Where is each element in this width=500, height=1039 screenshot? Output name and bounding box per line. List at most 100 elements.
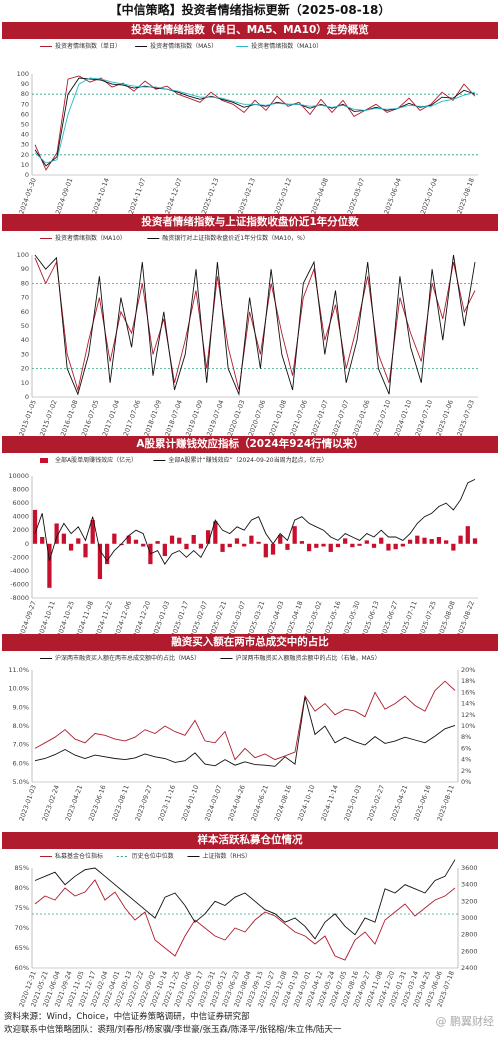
bar	[256, 541, 261, 544]
y-tick-label: 6000	[12, 499, 29, 507]
y-tick-label-right: 12%	[461, 711, 475, 719]
chart-header: 样本活跃私募仓位情况	[2, 832, 498, 849]
x-tick-label: 2024-12-20	[132, 600, 152, 638]
bar	[379, 537, 384, 544]
x-tick-label: 2025-03-21	[246, 600, 266, 638]
legend-label: 沪深两市融资买入额融资余额中的占比（右轴，MA5）	[236, 654, 381, 662]
chart-panel-3: A股累计赚钱效应指标（2024年924行情以来） 全部A股单周赚钱效应（亿元） 全部…	[0, 436, 500, 638]
x-tick-label: 2025-05-02	[303, 600, 323, 638]
y-tick-label: 90	[21, 265, 29, 273]
bar	[32, 509, 38, 544]
y-tick-label: 9.0%	[12, 703, 29, 711]
y-tick-label: 60	[21, 308, 29, 316]
y-tick-label: 10.0%	[8, 685, 29, 693]
y-tick-label: 20	[21, 151, 29, 159]
x-tick-label: 2025-02-21	[208, 600, 228, 638]
bar	[357, 543, 362, 546]
x-tick-label: 2025-06-16	[412, 784, 432, 822]
bar	[415, 535, 420, 544]
x-tick-label: 2025-01-13	[200, 177, 220, 215]
bar	[191, 534, 196, 544]
chart-header: A股累计赚钱效应指标（2024年924行情以来）	[2, 436, 498, 453]
y-tick-label-right: 6%	[461, 744, 471, 752]
x-tick-label: 2025-05-30	[341, 600, 361, 638]
legend-label: 投资者情绪指数（MA10）	[55, 234, 126, 242]
series-line	[34, 696, 456, 767]
y-tick-label: 0	[25, 393, 29, 401]
chart-svg: 沪深两市融资买入额在两市总成交额中的占比（MA5） 沪深两市融资买入额融资余额中的…	[8, 654, 475, 822]
bar	[343, 538, 348, 544]
bar	[141, 543, 146, 547]
bar	[162, 543, 167, 556]
x-tick-label: 2025-05-07	[346, 177, 366, 215]
bar	[234, 538, 240, 544]
y-tick-label: 90	[21, 80, 29, 88]
source-note: 资料来源：Wind，Choice，中信证券策略调研，中信证券研究部	[4, 1012, 250, 1022]
legend-label: 融资银行对上证指数收盘价近1年分位数（MA10，%）	[162, 234, 308, 242]
x-tick-label: 2024-11-22	[94, 600, 114, 638]
bar	[97, 543, 103, 580]
watermark: @ 鹏翼财经	[435, 1015, 495, 1028]
series-line	[34, 77, 476, 164]
series-line	[34, 77, 476, 167]
y-tick-label: 75%	[15, 904, 29, 912]
x-tick-label: 2017-07-06	[122, 399, 142, 437]
bar	[314, 543, 319, 548]
x-tick-label: 2025-06-04	[382, 177, 402, 215]
x-tick-label: 2016-07-05	[80, 399, 100, 437]
bar	[126, 535, 131, 544]
y-tick-label: 80	[21, 90, 29, 98]
y-tick-label-right: 20%	[461, 666, 475, 674]
bar	[407, 539, 413, 544]
bar	[444, 540, 449, 544]
bar	[335, 543, 341, 548]
legend-label: 全部A股单周赚钱效应（亿元）	[55, 456, 137, 464]
bar	[133, 539, 139, 544]
x-tick-label: 2024-10-10	[296, 784, 316, 822]
bar	[119, 543, 124, 546]
x-tick-label: 2024-08-16	[273, 784, 293, 822]
x-tick-label: 2024-12-06	[113, 600, 133, 638]
y-tick-label-right: 2600	[461, 947, 478, 955]
y-tick-label-right: 8%	[461, 733, 471, 741]
legend-label: 沪深两市融资买入额在两市总成交额中的占比（MA5）	[55, 654, 200, 662]
chart-panel-4: 融资买入额在两市总成交中的占比 沪深两市融资买入额在两市总成交额中的占比（MA5）…	[0, 634, 500, 830]
bar	[61, 533, 66, 544]
x-tick-label: 2025-01-03	[151, 600, 171, 638]
bar	[177, 537, 182, 544]
x-tick-label: 2019-07-04	[205, 399, 225, 437]
bar	[458, 535, 463, 544]
y-tick-label: 70	[21, 100, 29, 108]
y-tick-label: 20	[21, 365, 29, 373]
chart-panel-5: 样本活跃私募仓位情况 私募基金仓位指标 历史仓位中位数 上证指数（RHS） 85% 80%…	[0, 832, 500, 1010]
y-tick-label: 80	[21, 279, 29, 287]
y-tick-label-right: 2%	[461, 767, 471, 775]
y-tick-label: 10000	[8, 472, 29, 480]
bar	[386, 543, 391, 551]
y-tick-label: 0	[25, 171, 29, 179]
x-tick-label: 2025-03-12	[273, 177, 293, 215]
x-tick-label: 2025-04-21	[389, 784, 409, 822]
bar	[112, 533, 117, 544]
legend-swatch	[40, 458, 48, 463]
x-tick-label: 2025-04-18	[284, 600, 304, 638]
chart-panel-2: 投资者情绪指数与上证指数收盘价近1年分位数投资者情绪指数（MA10） 融资银行对上…	[0, 214, 500, 437]
bar	[198, 543, 204, 549]
bar	[321, 543, 326, 547]
bar	[371, 543, 377, 548]
bar	[393, 543, 398, 550]
bar	[220, 543, 225, 552]
bar	[242, 543, 247, 547]
x-tick-label: 2024-09-01	[54, 177, 74, 215]
y-tick-label: -8000	[10, 594, 29, 602]
x-tick-label: 2025-02-07	[189, 600, 209, 638]
x-tick-label: 2024-04-26	[226, 784, 246, 822]
bar	[472, 538, 478, 544]
bar	[263, 543, 268, 558]
y-tick-label-right: 2400	[461, 964, 478, 972]
chart-header: 投资者情绪指数与上证指数收盘价近1年分位数	[2, 214, 498, 231]
legend-label: 投资者情绪指数（MA10）	[251, 42, 322, 50]
x-tick-label: 2024-09-27	[17, 600, 37, 638]
y-tick-label: 10	[21, 379, 29, 387]
y-tick-label: 5.0%	[12, 778, 29, 786]
